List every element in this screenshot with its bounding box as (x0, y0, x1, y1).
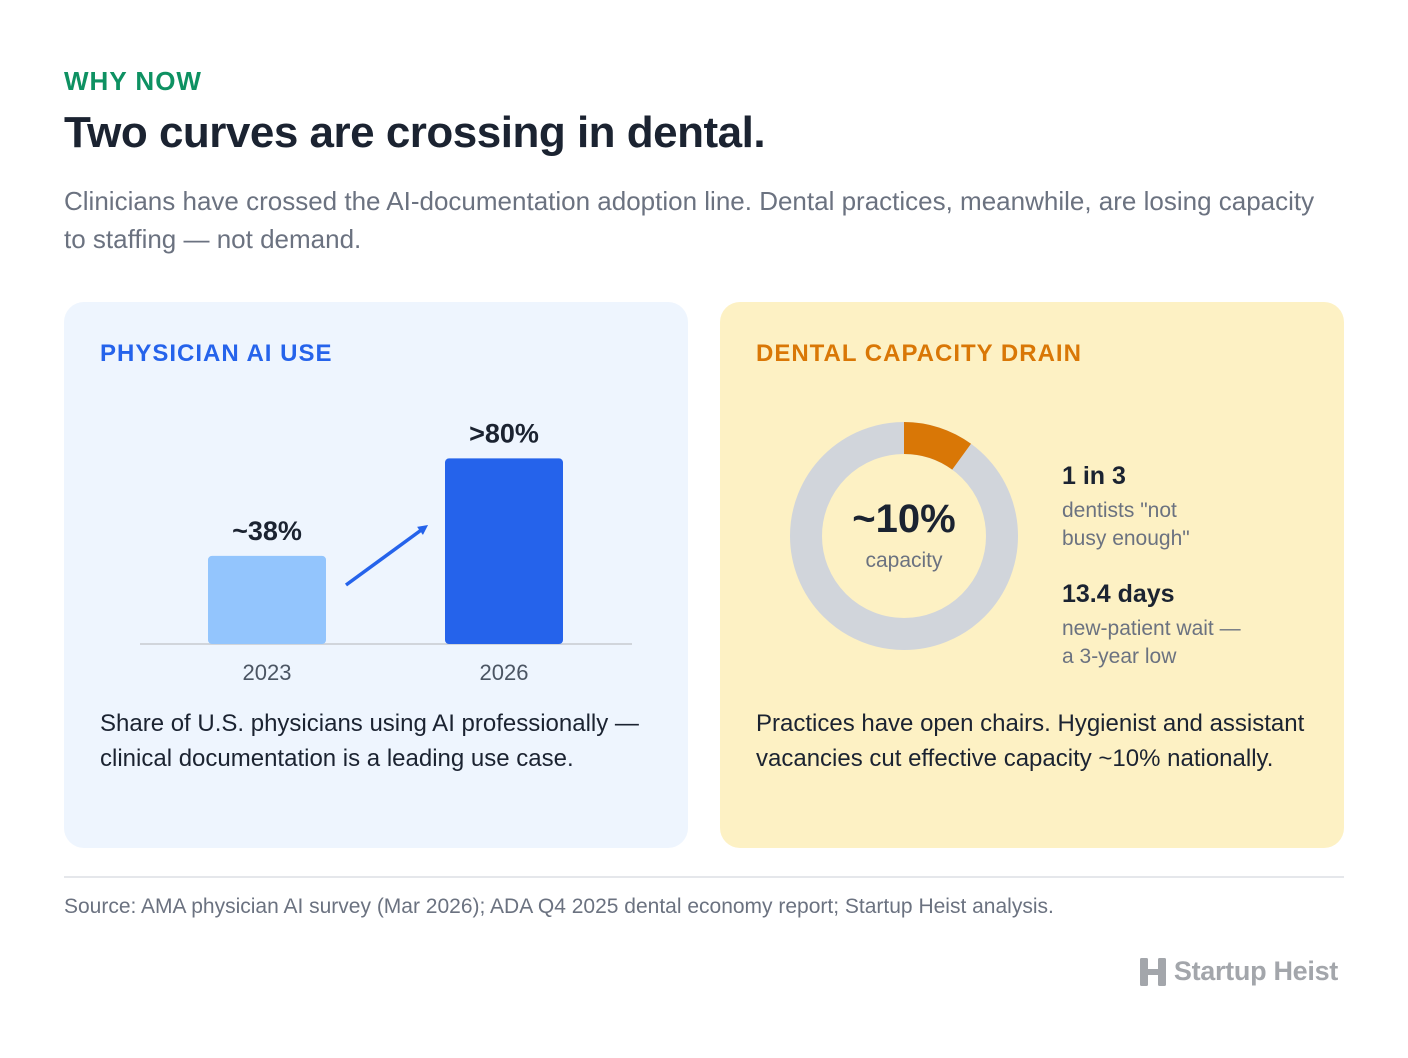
source-note: Source: AMA physician AI survey (Mar 202… (64, 895, 1054, 918)
stat-dentists-not-busy: 1 in 3 dentists "not busy enough" (1062, 462, 1190, 553)
dental-capacity-description: Practices have open chairs. Hygienist an… (756, 710, 1305, 772)
x-tick-2023: 2023 (243, 660, 292, 685)
physician-ai-title: PHYSICIAN AI USE (100, 340, 333, 367)
bar-2026 (445, 458, 563, 644)
bar-2023 (208, 555, 326, 644)
brand-name: Startup Heist (1173, 956, 1338, 986)
stat-label: new-patient wait — a 3-year low (1062, 617, 1241, 668)
dental-capacity-card: DENTAL CAPACITY DRAIN ~10% capacity 1 in… (720, 302, 1344, 848)
donut-slice-capacity (790, 422, 1018, 650)
donut-chart: ~10% capacity (790, 422, 1018, 650)
stat-value: 1 in 3 (1062, 462, 1126, 490)
dental-capacity-title: DENTAL CAPACITY DRAIN (756, 340, 1082, 367)
physician-ai-description: Share of U.S. physicians using AI profes… (100, 710, 639, 772)
donut-center-value: ~10% (852, 497, 955, 541)
page-title: Two curves are crossing in dental. (64, 108, 766, 157)
stat-label: dentists "not busy enough" (1062, 499, 1190, 550)
bar-chart: ~38% >80% 2023 2026 (140, 418, 632, 685)
bar-label-2023: ~38% (232, 516, 302, 546)
stat-new-patient-wait: 13.4 days new-patient wait — a 3-year lo… (1062, 580, 1241, 671)
startup-heist-logo-icon (1139, 957, 1166, 986)
trend-arrow (344, 525, 429, 587)
stat-value: 13.4 days (1062, 580, 1175, 608)
page-subtitle: Clinicians have crossed the AI-documenta… (64, 186, 1315, 254)
brand-logo: Startup Heist (1139, 956, 1338, 987)
physician-ai-card: PHYSICIAN AI USE ~38% >80% 2023 2026 Sha… (64, 302, 688, 848)
footer-divider (64, 876, 1344, 878)
bar-label-2026: >80% (469, 418, 539, 448)
x-tick-2026: 2026 (480, 660, 529, 685)
eyebrow-label: WHY NOW (64, 66, 202, 96)
donut-center-label: capacity (865, 549, 943, 572)
